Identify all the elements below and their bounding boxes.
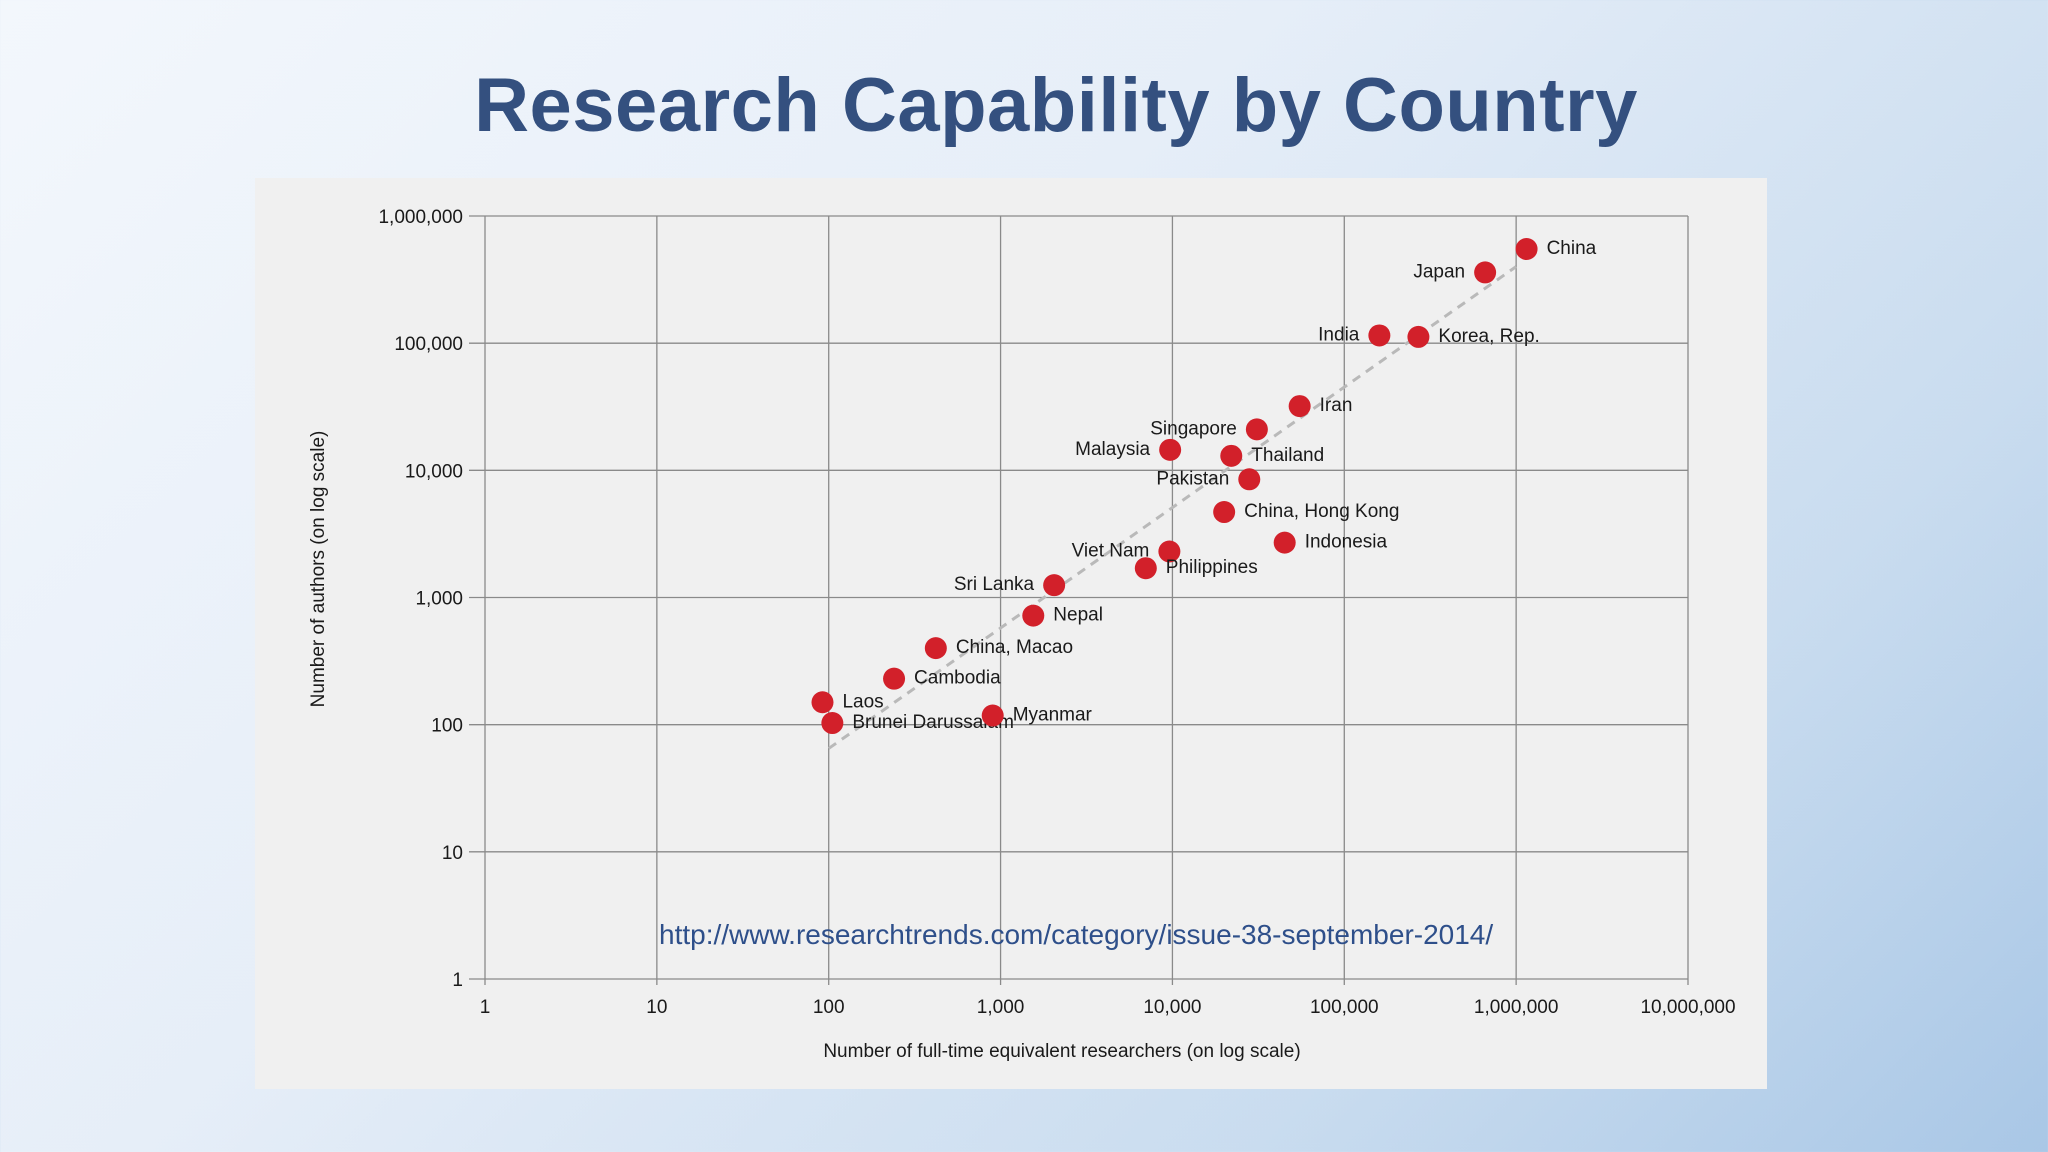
point-label: Malaysia (1075, 439, 1150, 460)
data-point (1368, 324, 1391, 347)
point-label: China, Macao (956, 637, 1073, 658)
source-annotation: http://www.researchtrends.com/category/i… (659, 919, 1493, 950)
x-axis-label: Number of full-time equivalent researche… (823, 1041, 1300, 1062)
x-tick-label: 10,000 (1143, 997, 1201, 1018)
point-label: China (1547, 238, 1597, 259)
y-tick-label: 1 (452, 970, 463, 991)
y-tick-label: 10,000 (405, 461, 463, 482)
x-tick-label: 1,000 (977, 997, 1025, 1018)
y-tick-label: 100,000 (394, 334, 463, 355)
data-point (1273, 531, 1296, 554)
x-tick-label: 10 (646, 997, 667, 1018)
data-point (924, 637, 947, 660)
data-point (1407, 325, 1430, 348)
data-point (883, 667, 906, 690)
slide-title: Research Capability by Country (474, 63, 1638, 148)
x-tick-label: 100,000 (1310, 997, 1379, 1018)
x-tick-label: 100 (813, 997, 845, 1018)
point-label: Singapore (1150, 418, 1237, 439)
y-tick-label: 100 (431, 716, 463, 737)
point-label: Iran (1320, 395, 1353, 416)
data-point (1245, 418, 1268, 441)
point-label: Sri Lanka (954, 574, 1035, 595)
data-point (1238, 468, 1261, 491)
point-label: Indonesia (1305, 532, 1388, 553)
data-point (981, 704, 1004, 727)
point-label: Japan (1413, 261, 1465, 282)
data-point (1474, 261, 1497, 284)
tick-layer: 1 10 100 1,000 10,000 100,000 1,000,000 10,000,… (378, 207, 1735, 1018)
point-label: Myanmar (1013, 705, 1093, 726)
y-tick-label: 10 (442, 843, 463, 864)
point-label: China, Hong Kong (1244, 501, 1399, 522)
data-point (1043, 574, 1066, 597)
y-axis-label: Number of authors (on log scale) (308, 431, 329, 708)
x-tick-label: 10,000,000 (1640, 997, 1735, 1018)
point-label: Viet Nam (1072, 541, 1150, 562)
point-label: Korea, Rep. (1438, 326, 1539, 347)
grid-layer (469, 215, 1689, 985)
data-point (1220, 444, 1243, 467)
data-point (1022, 604, 1045, 627)
point-label: India (1318, 324, 1360, 345)
data-point (821, 712, 844, 735)
point-label: Thailand (1251, 445, 1324, 466)
data-point (1515, 238, 1538, 261)
point-label: Philippines (1166, 557, 1258, 578)
point-label: Nepal (1053, 605, 1103, 626)
y-tick-label: 1,000 (415, 589, 463, 610)
data-point (1213, 501, 1236, 524)
x-tick-label: 1,000,000 (1474, 997, 1559, 1018)
data-point (1288, 395, 1311, 418)
point-label: Cambodia (914, 668, 1001, 689)
point-label: Pakistan (1156, 468, 1229, 489)
scatter-chart: 1 10 100 1,000 10,000 100,000 1,000,000 10,000,… (308, 207, 1736, 1062)
chart-panel: 1 10 100 1,000 10,000 100,000 1,000,000 10,000,… (255, 178, 1767, 1089)
point-label: Brunei Darussalam (852, 712, 1014, 733)
data-point (811, 691, 834, 714)
data-point (1134, 557, 1157, 580)
point-label: Laos (842, 691, 883, 712)
x-tick-label: 1 (480, 997, 491, 1018)
data-point (1158, 540, 1181, 563)
y-tick-label: 1,000,000 (378, 207, 463, 228)
data-point (1159, 438, 1182, 461)
trend-line (827, 265, 1518, 750)
